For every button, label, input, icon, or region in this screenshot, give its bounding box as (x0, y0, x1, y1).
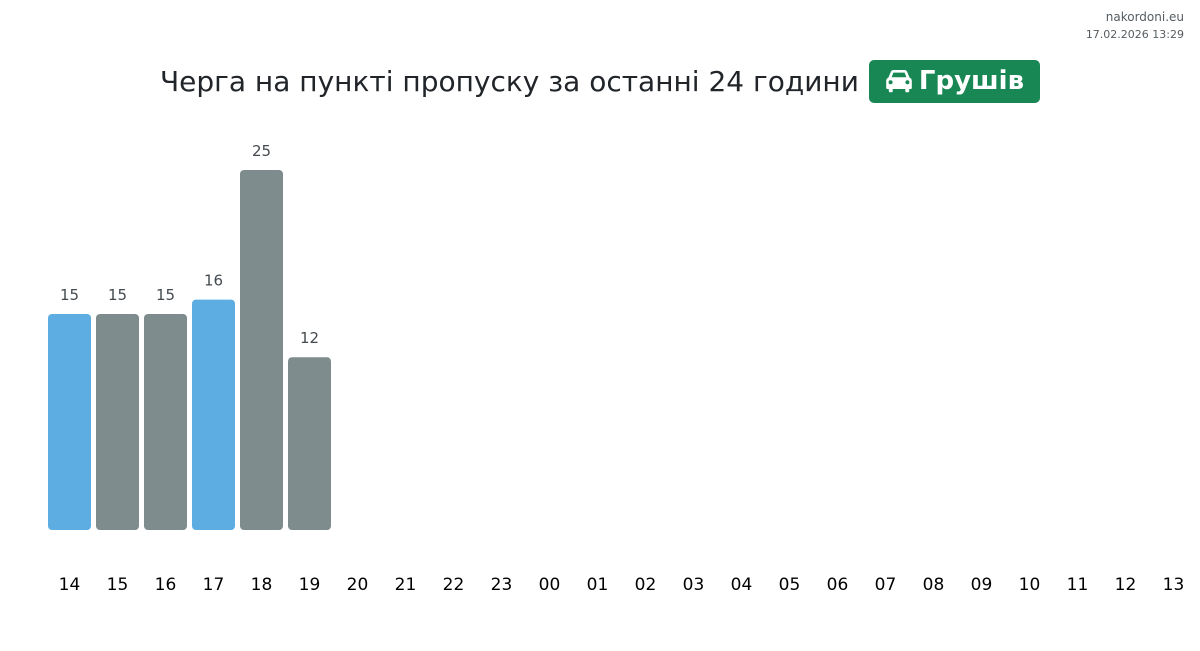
bar-value-label: 15 (108, 286, 127, 304)
x-tick-label: 06 (827, 575, 849, 595)
bar-value-label: 25 (252, 142, 271, 160)
bar-14 (48, 314, 91, 530)
x-tick-label: 15 (107, 575, 129, 595)
bar-value-label: 15 (156, 286, 175, 304)
x-tick-label: 14 (59, 575, 81, 595)
bar-value-label: 12 (300, 329, 319, 347)
site-info: nakordoni.eu 17.02.2026 13:29 (1086, 9, 1184, 43)
page-title: Черга на пункті пропуску за останні 24 г… (159, 64, 859, 98)
x-tick-label: 11 (1067, 575, 1089, 595)
x-tick-label: 02 (635, 575, 657, 595)
car-icon (886, 70, 912, 93)
bar-18 (240, 170, 283, 530)
x-tick-label: 22 (443, 575, 465, 595)
bar-value-label: 15 (60, 286, 79, 304)
bar-value-label: 16 (204, 272, 223, 290)
x-tick-label: 09 (971, 575, 993, 595)
x-tick-label: 18 (251, 575, 273, 595)
checkpoint-badge: Грушів (868, 59, 1041, 103)
x-tick-label: 01 (587, 575, 609, 595)
x-tick-label: 13 (1163, 575, 1185, 595)
x-tick-label: 17 (203, 575, 225, 595)
x-tick-label: 07 (875, 575, 897, 595)
x-tick-label: 23 (491, 575, 513, 595)
bar-19 (288, 357, 331, 530)
x-tick-label: 20 (347, 575, 369, 595)
x-tick-label: 16 (155, 575, 177, 595)
x-tick-label: 19 (299, 575, 321, 595)
x-tick-label: 10 (1019, 575, 1041, 595)
header: Черга на пункті пропуску за останні 24 г… (0, 59, 1200, 103)
timestamp: 17.02.2026 13:29 (1085, 28, 1184, 41)
site-name: nakordoni.eu (1105, 10, 1184, 24)
x-tick-label: 21 (395, 575, 417, 595)
badge-label: Грушів (918, 66, 1025, 96)
bar-17 (192, 299, 235, 530)
x-tick-label: 03 (683, 575, 705, 595)
x-tick-label: 05 (779, 575, 801, 595)
bar-16 (144, 314, 187, 530)
x-tick-label: 08 (923, 575, 945, 595)
bar-15 (96, 314, 139, 530)
x-tick-label: 00 (539, 575, 561, 595)
x-tick-label: 12 (1115, 575, 1137, 595)
x-tick-label: 04 (731, 575, 753, 595)
